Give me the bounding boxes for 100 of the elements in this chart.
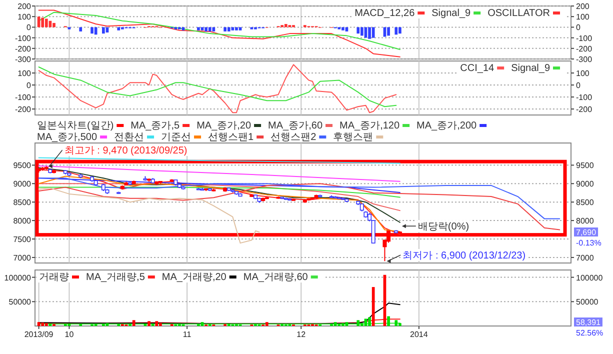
legend-label: MA_거래량,20 bbox=[162, 272, 227, 283]
bar bbox=[372, 27, 375, 38]
text: 52.56% bbox=[576, 328, 604, 338]
bar bbox=[394, 27, 398, 35]
bar bbox=[398, 27, 402, 34]
annotation: 최고가 : 9,470 (2013/09/25) bbox=[64, 146, 188, 156]
bar bbox=[44, 18, 48, 28]
bar bbox=[372, 287, 375, 326]
legend-label: 선행스팬2 bbox=[270, 132, 317, 143]
bar bbox=[79, 27, 82, 32]
y-tick-label: 200 bbox=[18, 2, 32, 11]
legend-label: MA_거래량,5 bbox=[86, 272, 146, 283]
bar bbox=[52, 22, 56, 28]
bar bbox=[265, 322, 268, 326]
y2-tick-label: 100 bbox=[576, 69, 590, 78]
bar bbox=[200, 27, 204, 30]
bar bbox=[356, 27, 360, 34]
bar bbox=[212, 27, 216, 32]
y2-tick-label: 8500 bbox=[576, 198, 594, 208]
y-tick-label: -100 bbox=[14, 93, 32, 102]
y-tick-label: 8000 bbox=[13, 216, 32, 226]
text: 7,690 bbox=[576, 228, 597, 237]
line-series bbox=[38, 66, 397, 108]
text: -0.13% bbox=[576, 238, 602, 248]
legend-label: 선행스팬1 bbox=[208, 132, 254, 143]
y2-tick-label: 9000 bbox=[576, 180, 594, 189]
annotation: 최저가 : 6,900 (2013/12/23) bbox=[402, 250, 526, 262]
y-tick-label: 8500 bbox=[13, 198, 32, 208]
y-tick-label: 7500 bbox=[13, 235, 32, 244]
bar bbox=[231, 27, 234, 30]
y2-tick-label: 0 bbox=[576, 81, 581, 90]
y-tick-label: -300 bbox=[14, 55, 32, 64]
bar bbox=[37, 322, 40, 326]
legend-label: OSCILLATOR bbox=[488, 8, 550, 19]
y2-tick-label: 9500 bbox=[576, 161, 594, 170]
legend-label: MA_종가,120 bbox=[340, 120, 400, 132]
legend-label: MA_종가,200 bbox=[416, 120, 478, 132]
text: 58,391 bbox=[576, 318, 602, 327]
bar bbox=[208, 27, 212, 32]
y2-tick-label: 0 bbox=[576, 23, 581, 32]
x-tick-label: 2013/09 bbox=[24, 330, 54, 339]
y-tick-label: 9000 bbox=[13, 180, 32, 189]
y2-tick-label: 100000 bbox=[576, 273, 604, 282]
bar bbox=[364, 318, 368, 326]
line-series bbox=[38, 302, 400, 324]
bar bbox=[227, 27, 230, 32]
y-tick-label: 50000 bbox=[8, 298, 32, 307]
legend-label: MA_종가,60 bbox=[268, 120, 323, 132]
candlestick bbox=[386, 230, 391, 244]
bar bbox=[159, 323, 162, 326]
line-series bbox=[38, 165, 400, 182]
bar bbox=[155, 321, 158, 326]
bar bbox=[204, 27, 208, 32]
y-tick-label: -200 bbox=[14, 105, 32, 114]
y2-tick-label: 200 bbox=[576, 2, 590, 11]
x-tick-label: 10 bbox=[64, 330, 74, 339]
legend-label: MA_종가,20 bbox=[196, 120, 252, 132]
bar bbox=[224, 27, 226, 32]
x-tick-label: 12 bbox=[296, 330, 306, 339]
bar bbox=[334, 322, 337, 326]
legend-label: MA_거래량,60 bbox=[243, 272, 308, 283]
bar bbox=[41, 18, 44, 28]
y-tick-label: 100 bbox=[18, 69, 32, 78]
legend-label: 거래량 bbox=[39, 272, 69, 283]
y2-tick-label: -200 bbox=[576, 44, 593, 54]
legend-label: Signal_9 bbox=[511, 63, 550, 74]
y-tick-label: 0 bbox=[26, 23, 32, 32]
line-series bbox=[38, 183, 400, 212]
bar bbox=[238, 27, 242, 30]
bar bbox=[235, 27, 238, 30]
x-tick-label: 2014 bbox=[410, 330, 428, 339]
line-series bbox=[38, 188, 260, 244]
bar bbox=[197, 27, 200, 30]
bar bbox=[44, 323, 48, 326]
y-tick-label: 0 bbox=[26, 81, 32, 90]
bar bbox=[387, 27, 390, 36]
bar bbox=[394, 320, 398, 326]
bar bbox=[148, 321, 150, 326]
y2-tick-label: -200 bbox=[576, 105, 593, 114]
y2-tick-label: 100 bbox=[576, 12, 590, 22]
bar bbox=[387, 316, 390, 326]
y2-tick-label: -100 bbox=[576, 34, 593, 43]
line-series bbox=[38, 186, 400, 198]
line-series bbox=[38, 178, 560, 220]
bar bbox=[360, 27, 364, 36]
legend-label: CCI_14 bbox=[460, 63, 495, 74]
y-tick-label: 7000 bbox=[13, 253, 32, 262]
legend-label: MA_종가,500 bbox=[37, 132, 98, 143]
legend-label: 기준선 bbox=[161, 132, 192, 143]
y-tick-label: 100 bbox=[18, 12, 32, 22]
y2-tick-label: 50000 bbox=[576, 298, 599, 307]
y-tick-label: 100000 bbox=[4, 273, 32, 282]
bar bbox=[41, 322, 44, 326]
line-series bbox=[38, 64, 397, 114]
bar bbox=[341, 27, 344, 30]
bar bbox=[106, 27, 109, 32]
bar bbox=[182, 27, 185, 30]
bar bbox=[200, 322, 204, 326]
bar bbox=[345, 322, 348, 326]
legend-label: 후행스팬 bbox=[333, 132, 374, 143]
